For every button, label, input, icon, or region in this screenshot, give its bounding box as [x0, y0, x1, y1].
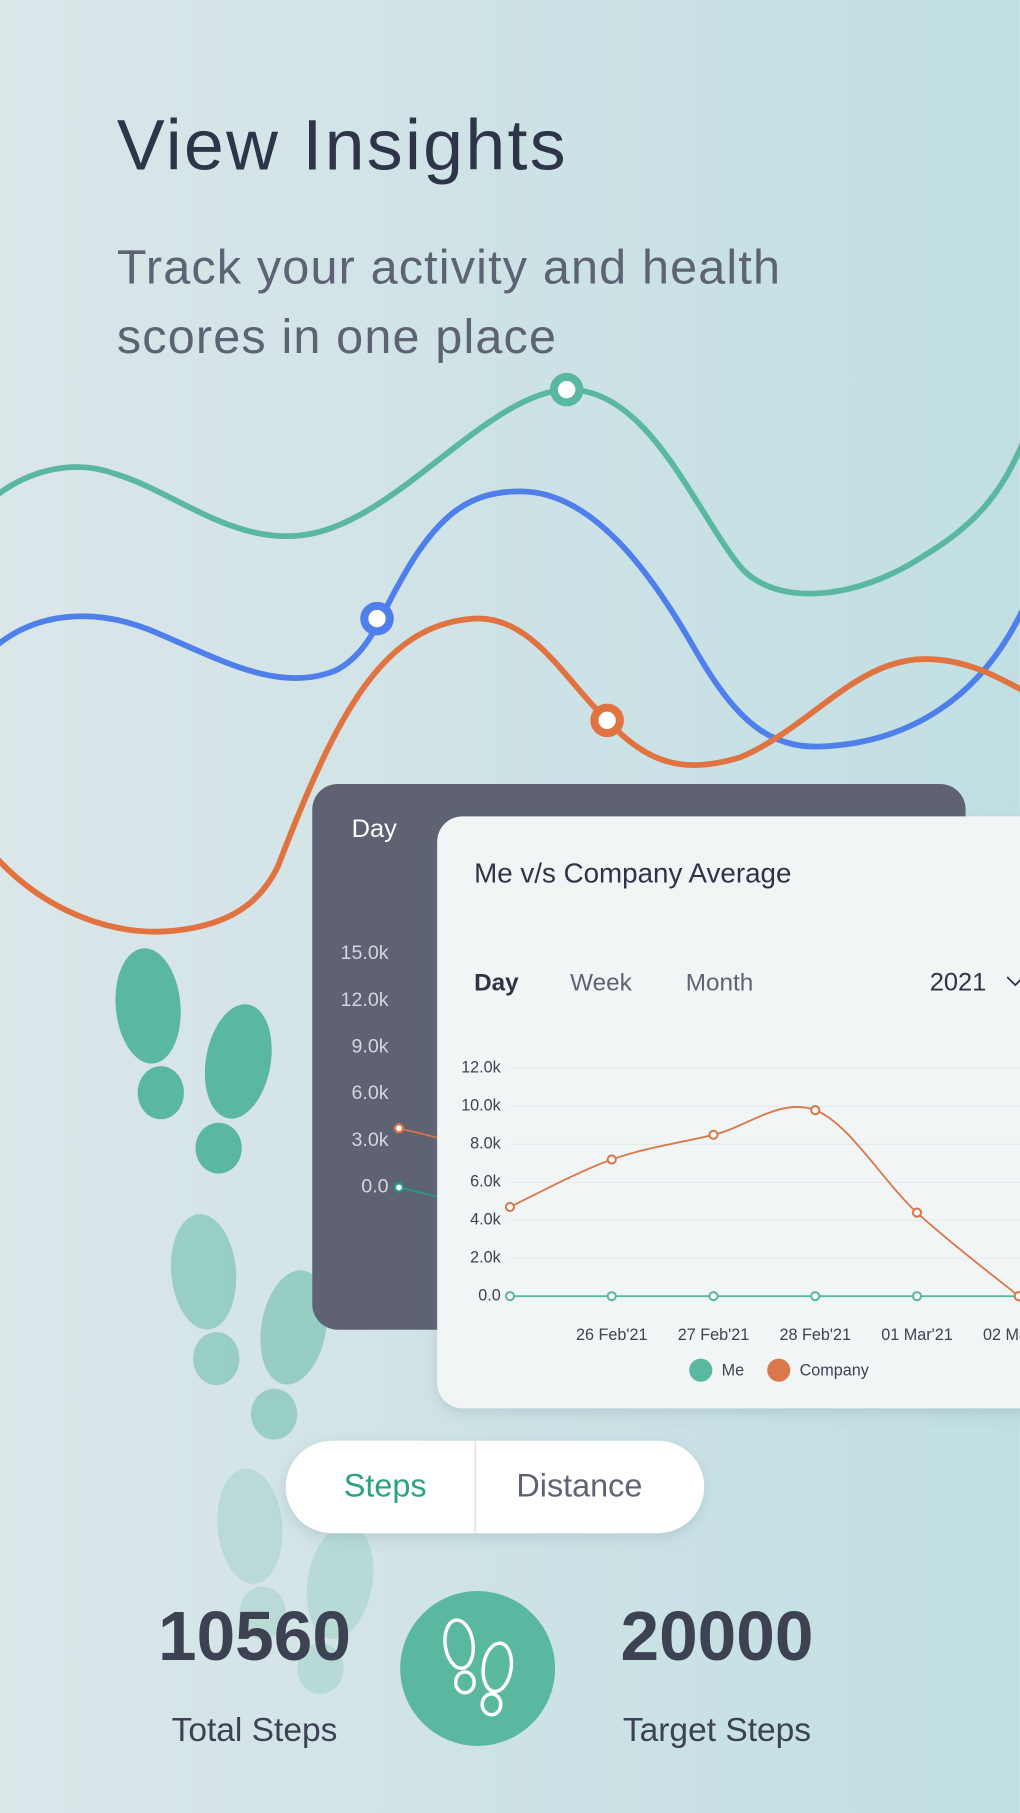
toggle-option[interactable]: Steps [344, 1468, 427, 1504]
sole [306, 1524, 374, 1639]
y-tick-label: 12.0k [461, 1059, 501, 1077]
heel [137, 1066, 184, 1120]
wave-dot [360, 601, 394, 636]
page-title: View Insights [117, 105, 568, 185]
icon-heel [480, 1692, 503, 1717]
front-card: Me v/s Company Average Day Week Month 20… [437, 816, 1020, 1409]
y-tick-label: 0.0 [361, 1176, 388, 1198]
tab[interactable]: Day [474, 969, 519, 996]
point [606, 1154, 617, 1165]
wave-blue [0, 488, 1020, 750]
point [504, 1201, 516, 1213]
point [810, 1291, 821, 1302]
point [708, 1291, 719, 1302]
x-tick-label: 26 Feb'21 [576, 1326, 647, 1344]
wave-dot [549, 372, 584, 407]
dropdown-chevron[interactable] [1006, 976, 1020, 987]
sole [217, 1468, 283, 1584]
point [504, 1291, 516, 1302]
point [393, 1123, 405, 1134]
heel [297, 1643, 344, 1694]
steps-icon [443, 1618, 514, 1717]
icon-sole [481, 1641, 514, 1694]
y-tick-label: 6.0k [470, 1173, 501, 1191]
point [708, 1129, 719, 1140]
point [911, 1207, 923, 1218]
y-tick-label: 8.0k [470, 1135, 501, 1153]
icon-sole [443, 1618, 476, 1671]
heel [251, 1388, 298, 1440]
x-tick-label: 02 Mar'21 [983, 1326, 1020, 1344]
icon-heel [453, 1670, 476, 1695]
stat-value: 20000 [621, 1597, 814, 1675]
wave-dot [590, 703, 624, 738]
y-tick-label: 12.0k [341, 989, 389, 1011]
y-tick-label: 6.0k [351, 1082, 388, 1104]
sole [260, 1270, 328, 1385]
y-tick-label: 15.0k [341, 942, 389, 964]
legend-label: Me [722, 1362, 744, 1380]
footprint-pair [217, 1468, 374, 1694]
y-tick-label: 2.0k [470, 1248, 501, 1266]
line-segment [398, 1186, 438, 1198]
card-title: Me v/s Company Average [474, 858, 791, 889]
sole [170, 1214, 237, 1330]
line-segment [398, 1127, 438, 1139]
point [911, 1291, 923, 1302]
stat-label: Target Steps [623, 1712, 811, 1749]
sole [115, 948, 181, 1064]
subtitle-line: Track your activity and health [117, 240, 781, 294]
tab[interactable]: Month [686, 969, 753, 996]
stats: 10560 Total Steps 20000 Target Steps [158, 1591, 813, 1749]
heel [195, 1122, 242, 1174]
toggle-option[interactable]: Distance [516, 1468, 642, 1504]
decorative-waves [0, 372, 1020, 935]
footprint-pair [115, 948, 272, 1174]
tab[interactable]: Week [570, 969, 632, 996]
year-select[interactable]: 2021 [930, 969, 987, 997]
point [1013, 1291, 1020, 1302]
stat-label: Total Steps [172, 1712, 338, 1749]
card-background [437, 816, 1020, 1409]
wave-orange [0, 615, 1020, 935]
metric-toggle: Steps Distance [285, 1440, 705, 1534]
x-tick-label: 28 Feb'21 [780, 1326, 851, 1344]
y-tick-label: 4.0k [470, 1211, 501, 1229]
legend-swatch [767, 1358, 791, 1382]
y-tick-label: 10.0k [461, 1097, 501, 1115]
legend-label: Company [800, 1362, 870, 1380]
y-tick-label: 0.0 [478, 1286, 500, 1304]
tab[interactable]: Day [352, 815, 397, 843]
heel [239, 1586, 286, 1640]
steps-icon-circle [400, 1591, 556, 1746]
y-tick-label: 3.0k [351, 1129, 388, 1151]
point [393, 1182, 405, 1193]
footprint-pair [170, 1214, 328, 1440]
series-line [509, 1105, 1020, 1297]
legend-swatch [689, 1358, 713, 1382]
subtitle-line: scores in one place [117, 310, 557, 364]
heel [193, 1332, 240, 1386]
point [606, 1291, 617, 1302]
sole [204, 1004, 272, 1119]
footprints [115, 948, 374, 1694]
y-tick-label: 9.0k [351, 1036, 388, 1058]
toggle-background [285, 1440, 705, 1534]
x-tick-label: 01 Mar'21 [881, 1326, 952, 1344]
stat-value: 10560 [158, 1597, 351, 1675]
x-tick-label: 27 Feb'21 [678, 1326, 749, 1344]
point [810, 1105, 821, 1116]
